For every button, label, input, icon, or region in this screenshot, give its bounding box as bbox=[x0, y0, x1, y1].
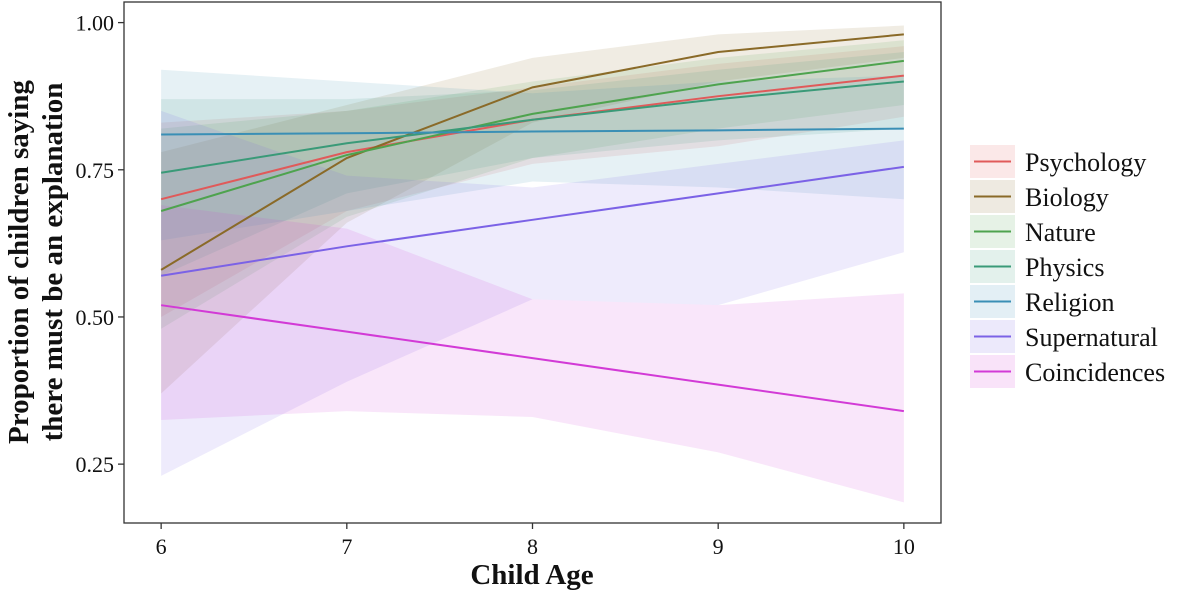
series-line-coincidences bbox=[160, 304, 905, 413]
y-tick-label: 1.00 bbox=[76, 11, 115, 36]
legend-item-biology: Biology bbox=[970, 180, 1109, 213]
series-line-biology bbox=[160, 33, 904, 271]
x-tick-label: 8 bbox=[527, 534, 538, 559]
legend-item-religion: Religion bbox=[970, 285, 1115, 318]
legend: Psychology Biology Nature Physics Religion Su… bbox=[970, 145, 1165, 388]
legend-item-supernatural: Supernatural bbox=[970, 320, 1158, 353]
confidence-band-coincidences bbox=[161, 205, 904, 503]
confidence-bands bbox=[161, 25, 904, 503]
y-tick-label: 0.50 bbox=[76, 305, 115, 330]
series-line-nature bbox=[160, 59, 904, 212]
legend-label: Nature bbox=[1025, 218, 1096, 247]
legend-label: Biology bbox=[1025, 183, 1109, 212]
confidence-band-religion bbox=[161, 69, 904, 241]
x-axis-title: Child Age bbox=[470, 559, 593, 591]
legend-label: Religion bbox=[1025, 288, 1115, 317]
confidence-band-biology bbox=[161, 25, 904, 394]
legend-item-nature: Nature bbox=[970, 215, 1096, 248]
y-axis-title-line-1: Proportion of children saying bbox=[3, 80, 35, 444]
y-axis: 0.25 0.50 0.75 1.00 bbox=[76, 11, 124, 477]
legend-item-coincidences: Coincidences bbox=[970, 355, 1165, 388]
legend-label: Coincidences bbox=[1025, 358, 1165, 387]
series-line-supernatural bbox=[160, 165, 905, 277]
y-tick-label: 0.75 bbox=[76, 158, 115, 183]
confidence-band-supernatural bbox=[161, 110, 904, 476]
x-tick-label: 7 bbox=[341, 534, 352, 559]
legend-item-psychology: Psychology bbox=[970, 145, 1146, 178]
x-axis: 6 7 8 9 10 bbox=[156, 523, 915, 559]
legend-label: Supernatural bbox=[1025, 323, 1158, 352]
legend-item-physics: Physics bbox=[970, 250, 1104, 283]
legend-label: Psychology bbox=[1025, 148, 1146, 177]
x-tick-label: 6 bbox=[156, 534, 167, 559]
y-axis-title-line-2: there must be an explanation bbox=[37, 83, 69, 442]
x-tick-label: 9 bbox=[713, 534, 724, 559]
legend-label: Physics bbox=[1025, 253, 1104, 282]
confidence-band-physics bbox=[161, 52, 904, 276]
series-line-physics bbox=[160, 80, 904, 174]
confidence-band-psychology bbox=[161, 46, 904, 317]
series-line-religion bbox=[161, 127, 904, 136]
x-tick-label: 10 bbox=[893, 534, 915, 559]
y-tick-label: 0.25 bbox=[76, 452, 115, 477]
confidence-band-nature bbox=[161, 40, 904, 329]
y-axis-title: Proportion of children saying there must… bbox=[3, 80, 69, 444]
series-lines bbox=[160, 33, 905, 413]
